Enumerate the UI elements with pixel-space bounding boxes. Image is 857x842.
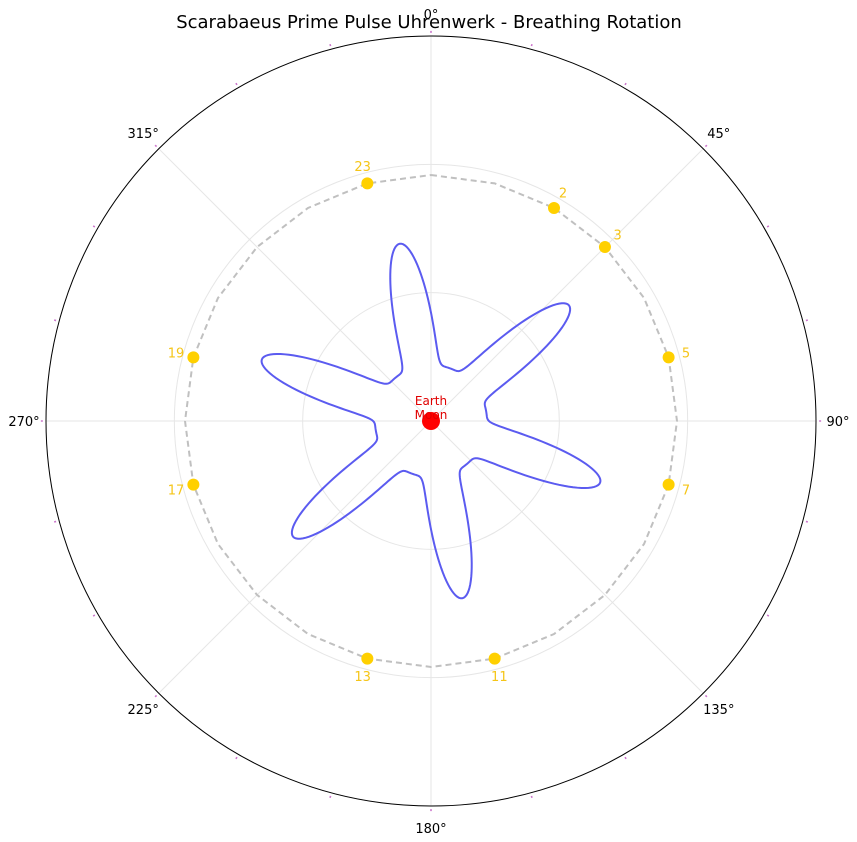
prime-spoke — [764, 225, 770, 230]
chart-title: Scarabaeus Prime Pulse Uhrenwerk - Breat… — [176, 12, 682, 33]
prime-spoke — [235, 82, 240, 88]
prime-spoke — [529, 792, 533, 799]
prime-marker-label: 5 — [682, 347, 690, 362]
theta-tick-label: 45° — [707, 127, 730, 142]
prime-marker-label: 3 — [614, 228, 622, 243]
prime-spokes — [40, 30, 822, 812]
grid-spoke — [158, 420, 432, 694]
prime-marker-label: 11 — [491, 670, 508, 685]
prime-spoke — [529, 43, 533, 50]
prime-marker — [187, 478, 200, 491]
prime-spoke — [622, 82, 627, 88]
prime-marker — [662, 351, 675, 364]
prime-spoke — [154, 692, 160, 698]
pulse-curve — [260, 242, 602, 600]
grid-spoke — [430, 420, 704, 694]
theta-tick-label: 270° — [8, 415, 39, 430]
theta-tick-label: 90° — [826, 415, 849, 430]
polar-frame-circle — [45, 35, 817, 807]
prime-marker — [662, 478, 675, 491]
theta-tick-label: 315° — [128, 127, 159, 142]
prime-spoke — [92, 612, 98, 617]
theta-tick-label: 135° — [703, 703, 734, 718]
prime-marker — [548, 201, 560, 214]
prime-spoke — [329, 43, 333, 50]
prime-spoke — [802, 519, 809, 523]
prime-spoke — [92, 225, 98, 230]
prime-spoke — [235, 754, 240, 760]
prime-marker-label: 13 — [354, 670, 371, 685]
prime-spoke — [154, 144, 160, 150]
prime-spoke — [702, 144, 708, 150]
theta-tick-label: 0° — [424, 8, 439, 23]
prime-marker-label: 19 — [168, 347, 185, 362]
grid-spoke — [158, 148, 432, 422]
prime-spoke — [329, 792, 333, 799]
prime-marker — [488, 652, 501, 665]
prime-marker — [598, 241, 611, 254]
theta-tick-label: 225° — [128, 703, 159, 718]
prime-marker-label: 7 — [682, 483, 690, 498]
polar-frame — [45, 35, 817, 807]
grid-spoke — [430, 148, 704, 422]
prime-spoke — [764, 612, 770, 617]
prime-marker-label: 17 — [168, 483, 185, 498]
prime-spoke — [53, 519, 60, 523]
theta-tick-labels: 0° 45° 90° 135° 180° 225° 270° 315° — [8, 8, 849, 837]
pulse-curve-line — [260, 242, 602, 600]
prime-marker — [361, 652, 374, 665]
prime-spoke — [702, 692, 708, 698]
center-dot — [422, 412, 440, 430]
center-label-line: Earth — [415, 394, 447, 408]
prime-marker-label: 2 — [559, 186, 567, 201]
prime-spoke — [802, 319, 809, 323]
ring-polygon — [183, 174, 679, 669]
prime-spoke — [622, 754, 627, 760]
prime-marker-label: 23 — [354, 160, 371, 175]
prime-marker — [187, 351, 200, 364]
center-label-line: Moon — [415, 408, 448, 422]
theta-tick-label: 180° — [415, 822, 446, 837]
outer-ring — [183, 174, 679, 669]
prime-spoke — [53, 319, 60, 323]
prime-marker — [361, 177, 374, 190]
